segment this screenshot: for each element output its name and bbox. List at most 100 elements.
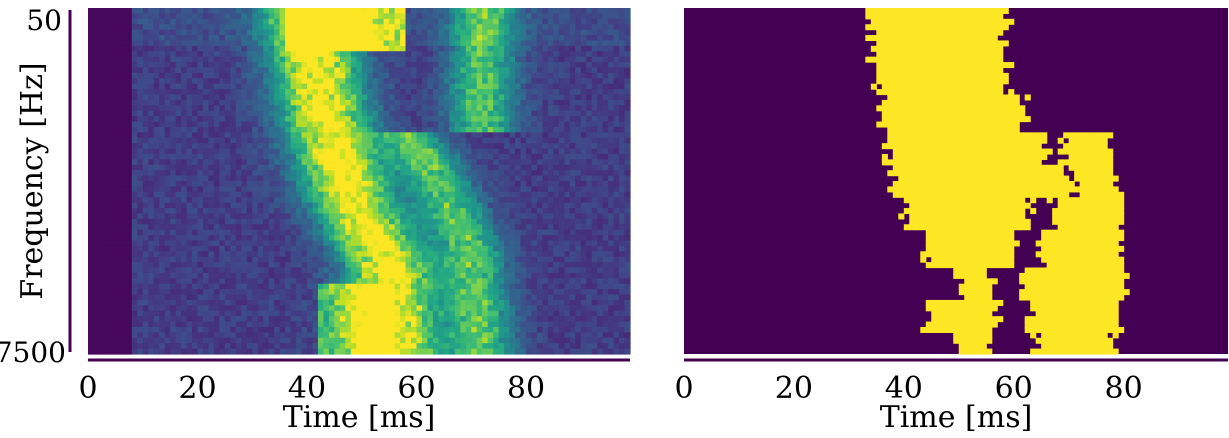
- heatmap-cell: [575, 72, 582, 79]
- heatmap-cell: [197, 8, 204, 15]
- heatmap-cell: [421, 191, 429, 198]
- heatmap-cell: [372, 256, 379, 263]
- heatmap-cell: [115, 110, 122, 117]
- heatmap-cell: [487, 202, 494, 209]
- heatmap-cell: [334, 94, 341, 101]
- heatmap-cell: [591, 229, 598, 236]
- heatmap-cell: [536, 251, 543, 258]
- heatmap-cell: [213, 170, 220, 177]
- heatmap-cell: [597, 191, 604, 198]
- heatmap-cell: [246, 197, 253, 204]
- heatmap-cell: [383, 251, 390, 258]
- heatmap-cell: [224, 245, 231, 252]
- heatmap-cell: [520, 51, 527, 58]
- heatmap-cell: [306, 56, 314, 63]
- heatmap-cell: [197, 175, 204, 182]
- heatmap-cell: [257, 18, 264, 25]
- heatmap-cell: [476, 45, 483, 52]
- heatmap-cell: [88, 143, 95, 150]
- left-panel: 0 20 40 60 80 50 7500 Frequency [Hz] Time [m…: [0, 4, 631, 435]
- heatmap-cell: [186, 272, 193, 279]
- heatmap-cell: [164, 159, 171, 166]
- heatmap-cell: [487, 72, 494, 79]
- heatmap-cell: [88, 262, 95, 269]
- heatmap-cell: [476, 24, 483, 31]
- heatmap-cell: [591, 35, 598, 42]
- heatmap-cell: [252, 45, 259, 52]
- heatmap-cell: [142, 51, 149, 58]
- heatmap-cell: [219, 186, 226, 193]
- heatmap-cell: [613, 35, 620, 42]
- heatmap-cell: [126, 35, 133, 42]
- heatmap-cell: [350, 78, 357, 85]
- heatmap-cell: [252, 202, 259, 209]
- heatmap-cell: [137, 121, 144, 128]
- heatmap-cell: [356, 13, 363, 20]
- heatmap-cell: [213, 78, 220, 85]
- heatmap-cell: [197, 18, 204, 25]
- heatmap-cell: [367, 148, 374, 155]
- heatmap-cell: [378, 45, 385, 52]
- heatmap-cell: [202, 126, 210, 133]
- heatmap-cell: [175, 224, 182, 231]
- heatmap-cell: [115, 153, 122, 160]
- heatmap-cell: [279, 13, 286, 20]
- heatmap-cell: [213, 256, 220, 263]
- heatmap-cell: [569, 132, 576, 139]
- heatmap-cell: [515, 218, 522, 225]
- heatmap-cell: [443, 170, 450, 177]
- heatmap-cell: [285, 148, 292, 155]
- heatmap-cell: [181, 116, 188, 123]
- heatmap-cell: [93, 35, 100, 42]
- heatmap-cell: [378, 164, 385, 171]
- heatmap-cell: [416, 148, 423, 155]
- heatmap-cell: [285, 40, 292, 47]
- heatmap-cell: [246, 175, 253, 182]
- heatmap-cell: [306, 83, 314, 90]
- heatmap-cell: [131, 197, 138, 204]
- heatmap-cell: [296, 99, 303, 106]
- heatmap-cell: [438, 175, 445, 182]
- heatmap-cell: [493, 175, 500, 182]
- heatmap-cell: [317, 8, 325, 15]
- heatmap-cell: [449, 29, 456, 36]
- heatmap-cell: [372, 110, 379, 117]
- heatmap-cell: [192, 99, 199, 106]
- heatmap-cell: [285, 208, 292, 215]
- heatmap-cell: [104, 13, 111, 20]
- heatmap-cell: [624, 62, 631, 69]
- heatmap-cell: [334, 143, 341, 150]
- heatmap-cell: [202, 116, 210, 123]
- heatmap-cell: [137, 24, 144, 31]
- heatmap-cell: [328, 121, 335, 128]
- heatmap-cell: [394, 229, 401, 236]
- heatmap-cell: [115, 35, 122, 42]
- heatmap-cell: [328, 267, 335, 274]
- heatmap-cell: [213, 186, 220, 193]
- heatmap-cell: [230, 99, 237, 106]
- heatmap-cell: [504, 170, 511, 177]
- heatmap-cell: [558, 208, 565, 215]
- heatmap-cell: [323, 262, 330, 269]
- heatmap-cell: [367, 191, 374, 198]
- heatmap-cell: [383, 35, 390, 42]
- heatmap-cell: [515, 24, 522, 31]
- heatmap-cell: [504, 62, 511, 69]
- heatmap-cell: [224, 175, 231, 182]
- heatmap-cell: [487, 78, 494, 85]
- heatmap-cell: [405, 56, 412, 63]
- heatmap-cell: [296, 62, 303, 69]
- heatmap-cell: [317, 143, 325, 150]
- heatmap-cell: [569, 51, 576, 58]
- heatmap-cell: [624, 197, 631, 204]
- heatmap-cell: [427, 267, 434, 274]
- heatmap-cell: [285, 35, 292, 42]
- heatmap-cell: [126, 191, 133, 198]
- heatmap-cell: [597, 89, 604, 96]
- heatmap-cell: [542, 40, 549, 47]
- heatmap-cell: [109, 202, 116, 209]
- heatmap-cell: [197, 45, 204, 52]
- heatmap-cell: [120, 218, 127, 225]
- heatmap-cell: [613, 229, 620, 236]
- heatmap-cell: [416, 56, 423, 63]
